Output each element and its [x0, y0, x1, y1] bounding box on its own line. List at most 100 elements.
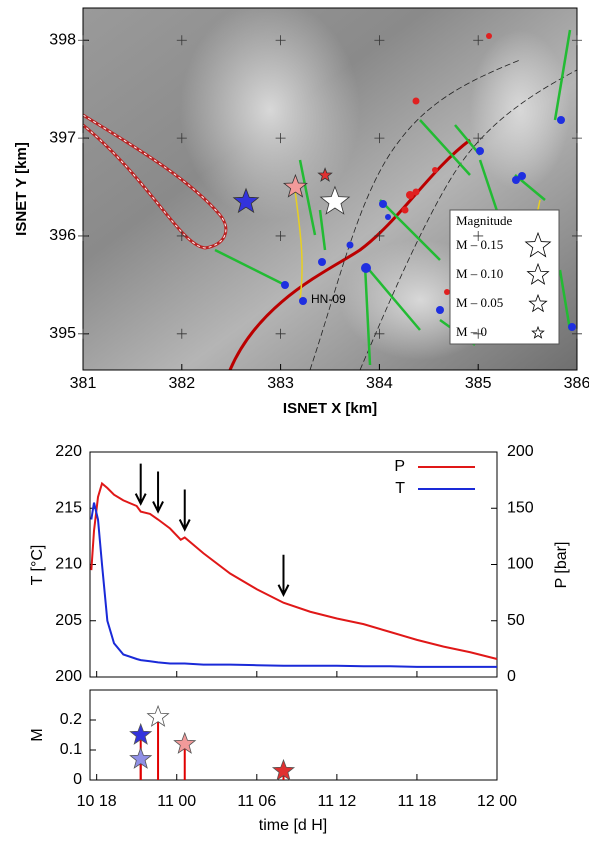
legend-star [531, 325, 545, 339]
x-tick-label: 385 [465, 375, 492, 392]
grid-cross [275, 230, 286, 241]
series-line [90, 481, 498, 660]
stations [281, 116, 576, 331]
event-arrow [178, 489, 191, 532]
event-star [129, 746, 153, 769]
x-tick-label: 11 00 [157, 793, 196, 810]
x-axis-title: time [d H] [259, 817, 327, 834]
relief-hill [470, 30, 570, 190]
event-star [173, 731, 197, 754]
x-axis-title: ISNET X [km] [283, 400, 377, 417]
x-tick-label: 386 [564, 375, 589, 392]
y-tick-label: 210 [55, 556, 82, 573]
plot-frame [89, 689, 498, 781]
grid-cross [78, 328, 88, 339]
map-frame [82, 7, 578, 371]
grid-cross [572, 35, 582, 46]
map-legend: Magnitude M – 0.15 M – 0.10 M – 0.05 M – 0 [449, 209, 560, 345]
grid-cross [176, 328, 187, 339]
grid-cross [78, 133, 88, 144]
legend-title: Magnitude [456, 213, 513, 228]
event-star [232, 187, 260, 214]
y-tick-label: 398 [49, 32, 76, 49]
grid-cross [78, 230, 88, 241]
grid-cross [572, 328, 582, 339]
legend-entry: M – 0.05 [456, 295, 503, 310]
grid-cross [176, 230, 187, 241]
y-tick-label: 220 [55, 443, 82, 460]
event-star [271, 758, 296, 781]
y-axis-title: M [29, 728, 46, 741]
y2-tick-label: 0 [507, 668, 516, 685]
event-arrow [277, 554, 290, 597]
grid-cross [374, 230, 385, 241]
y2-tick-label: 100 [507, 556, 534, 573]
pt-panel: T [°C] P [bar] [29, 451, 570, 678]
event-star [129, 722, 153, 745]
grid-cross [176, 133, 187, 144]
legend-star [526, 262, 550, 285]
grid-cross [473, 328, 484, 339]
grid-cross [78, 35, 88, 46]
x-tick-label: 11 06 [237, 793, 276, 810]
grid-cross [572, 133, 582, 144]
y-tick-label: 396 [49, 227, 76, 244]
boundary [228, 138, 471, 370]
grid-cross [374, 133, 385, 144]
legend-star [528, 293, 548, 313]
grid-cross [572, 230, 582, 241]
plot-frame [89, 451, 498, 678]
y-axis-title: T [°C] [29, 545, 46, 586]
seismic-points [401, 33, 492, 295]
y-tick-label: 215 [55, 499, 82, 516]
y2-axis-title: P [bar] [553, 542, 570, 589]
relief-hill [180, 8, 360, 220]
x-tick-label: 10 18 [77, 793, 117, 810]
event-arrow [134, 463, 147, 506]
map-panel: ISNET X [km] ISNET Y [km] Magnitude M – … [13, 7, 578, 417]
x-tick-label: 11 18 [398, 793, 437, 810]
event-star [282, 173, 308, 198]
grid-cross [374, 35, 385, 46]
grid-cross [275, 35, 286, 46]
legend-entry: M – 0.15 [456, 237, 503, 252]
y2-tick-label: 50 [507, 612, 525, 629]
y-tick-label: 205 [55, 612, 82, 629]
y-tick-label: 0.1 [60, 741, 82, 758]
y-tick-label: 0 [73, 771, 82, 788]
legend-star [524, 231, 552, 258]
event-star [317, 167, 333, 182]
x-tick-label: 382 [168, 375, 195, 392]
y-tick-label: 0.2 [60, 711, 82, 728]
y-tick-label: 395 [49, 325, 76, 342]
event-star [146, 704, 170, 727]
x-tick-label: 384 [366, 375, 393, 392]
y-axis-title: ISNET Y [km] [13, 142, 30, 236]
legend-label: T [395, 480, 405, 497]
series-line [90, 502, 497, 668]
grid-cross [473, 230, 484, 241]
legend-entry: M – 0 [456, 324, 487, 339]
grid-cross [473, 133, 484, 144]
y-tick-label: 200 [55, 668, 82, 685]
x-tick-label: 381 [70, 375, 97, 392]
grid-cross [275, 328, 286, 339]
grid-cross [473, 35, 484, 46]
y2-tick-label: 150 [507, 499, 534, 516]
legend-label: P [394, 458, 405, 475]
m-panel: M time [d H] [29, 689, 498, 834]
y-tick-label: 397 [49, 129, 76, 146]
contour [83, 114, 227, 249]
grid-cross [374, 328, 385, 339]
station-label: HN-09 [311, 292, 346, 306]
event-arrow [152, 471, 164, 514]
y2-tick-label: 200 [507, 443, 534, 460]
legend-entry: M – 0.10 [456, 266, 503, 281]
event-star [319, 185, 351, 215]
fault [359, 69, 577, 370]
x-tick-label: 11 12 [317, 793, 356, 810]
x-tick-label: 12 00 [477, 793, 517, 810]
grid-cross [275, 133, 286, 144]
x-tick-label: 383 [267, 375, 294, 392]
